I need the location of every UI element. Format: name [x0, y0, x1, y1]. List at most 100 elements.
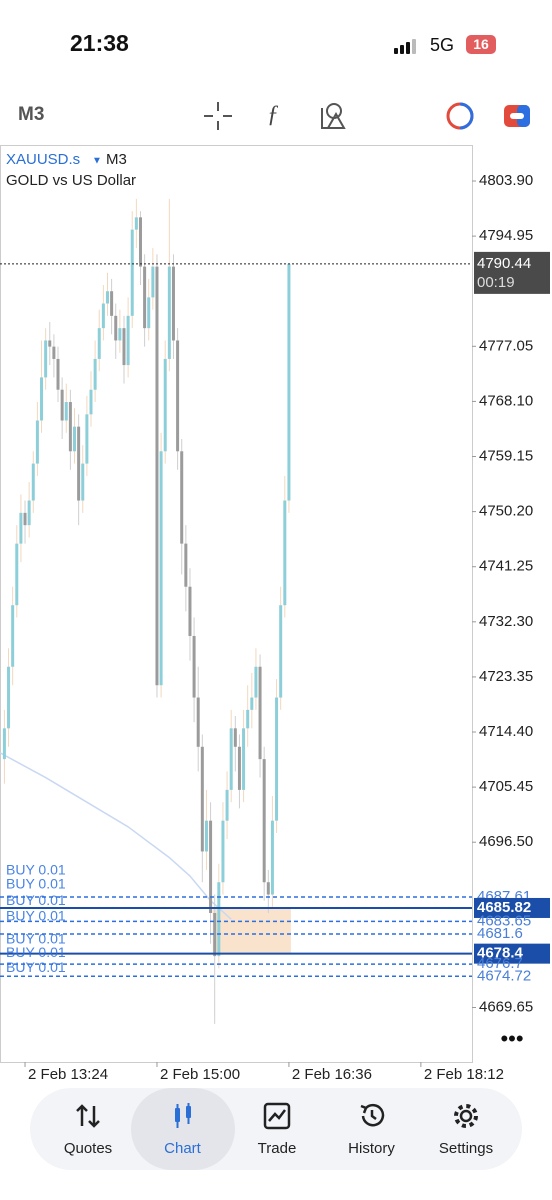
- nav-item[interactable]: Quotes: [40, 1088, 136, 1170]
- nav-label: Chart: [164, 1140, 201, 1157]
- trade-icon[interactable]: [446, 102, 474, 130]
- candle-body: [188, 586, 192, 636]
- symbol-dropdown[interactable]: ▼: [92, 156, 102, 167]
- candle-body: [68, 402, 72, 452]
- candle-body: [213, 913, 217, 957]
- order-icon[interactable]: [504, 105, 530, 127]
- nav-icon: [76, 1104, 100, 1128]
- candle-body: [180, 451, 184, 544]
- candle-body: [159, 451, 163, 686]
- candle-body: [258, 666, 262, 760]
- candle-body: [110, 291, 114, 316]
- bottom-nav: Quotes Chart Trade History Settings: [30, 1088, 522, 1170]
- candle-body: [147, 297, 151, 329]
- candle-body: [48, 340, 52, 347]
- candle-body: [155, 266, 159, 686]
- network: 5G: [430, 35, 455, 55]
- candle-body: [7, 666, 11, 729]
- indicators-icon[interactable]: ƒ: [267, 102, 279, 128]
- candle-body: [204, 820, 208, 852]
- current-price: 4790.44: [477, 255, 531, 272]
- candle-body: [2, 728, 6, 760]
- order-label: BUY 0.01: [6, 876, 66, 892]
- candle-body: [52, 346, 56, 359]
- order-label: BUY 0.01: [6, 862, 66, 878]
- order-price: 4685.82: [477, 899, 531, 916]
- candle-body: [225, 789, 229, 821]
- battery: 16: [466, 35, 496, 54]
- nav-item[interactable]: Settings: [418, 1088, 514, 1170]
- candle-body: [246, 709, 250, 729]
- y-tick-label: 4732.30: [479, 613, 533, 630]
- candle-body: [19, 512, 23, 544]
- candle-body: [81, 463, 85, 501]
- y-tick-label: 4803.90: [479, 172, 533, 189]
- order-price-tag: [474, 897, 550, 918]
- candle-body: [105, 291, 109, 304]
- toolbar-icons: ƒ: [204, 102, 530, 130]
- x-tick-label: 2 Feb 16:36: [292, 1066, 372, 1083]
- y-tick-label: 4696.50: [479, 833, 533, 850]
- nav-icon: [360, 1103, 384, 1127]
- candle-body: [118, 328, 122, 341]
- candle-body: [184, 543, 188, 587]
- y-tick-label: 4768.10: [479, 392, 533, 409]
- candle-body: [44, 340, 48, 378]
- nav-icon: [454, 1104, 478, 1128]
- candle-body: [221, 820, 225, 883]
- more-button: •••: [500, 1026, 523, 1051]
- position-zone: [212, 907, 291, 954]
- y-tick-label: 4714.40: [479, 723, 533, 740]
- nav-label: Settings: [438, 1140, 494, 1157]
- candle-body: [122, 328, 126, 366]
- candle-body: [97, 328, 101, 359]
- candle-body: [93, 358, 97, 390]
- candle-body: [23, 512, 27, 526]
- order-label: BUY 0.01: [6, 908, 66, 924]
- nav-label: History: [348, 1140, 395, 1157]
- candle-body: [126, 315, 130, 366]
- x-tick-label: 2 Feb 18:12: [424, 1066, 504, 1083]
- candle-body: [27, 500, 31, 526]
- y-tick-label: 4723.35: [479, 668, 533, 685]
- nav-item[interactable]: Trade: [229, 1088, 325, 1170]
- candle-body: [143, 266, 147, 329]
- candle-body: [138, 217, 142, 267]
- nav-icon: [174, 1103, 191, 1128]
- chart: XAUUSD.s ▼ M3 GOLD vs US Dollar 4803.90 4…: [0, 145, 550, 1083]
- candle-body: [89, 389, 93, 415]
- y-tick-label: 4741.25: [479, 558, 533, 575]
- y-tick-label: 4759.15: [479, 447, 533, 464]
- objects-icon[interactable]: [321, 103, 346, 129]
- candle-body: [114, 315, 118, 341]
- candle-body: [233, 728, 237, 747]
- y-tick-label: 4750.20: [479, 503, 533, 520]
- nav-item[interactable]: Chart: [130, 1088, 235, 1170]
- y-tick-label: 4669.65: [479, 998, 533, 1015]
- nav-icon: [263, 1102, 291, 1130]
- y-tick-label: 4794.95: [479, 227, 533, 244]
- moving-average: [0, 752, 232, 920]
- order-price-tag: [474, 943, 550, 964]
- candle-body: [40, 377, 44, 421]
- candle-body: [85, 414, 89, 464]
- candle-body: [209, 820, 213, 914]
- time: 21:38: [70, 30, 129, 56]
- candle-body: [11, 605, 15, 667]
- nav-item[interactable]: History: [324, 1088, 420, 1170]
- signal-icon: [394, 39, 416, 54]
- crosshair-icon[interactable]: [204, 102, 232, 130]
- candle-body: [64, 402, 68, 421]
- candle-body: [31, 463, 35, 501]
- candle-body: [283, 500, 287, 606]
- y-tick-label: 4777.05: [479, 337, 533, 354]
- order-label: BUY 0.01: [6, 944, 66, 960]
- timeframe-button[interactable]: M3: [18, 104, 45, 125]
- candle-body: [77, 426, 81, 501]
- price-tag: [474, 251, 550, 294]
- order-price: 4681.6: [477, 925, 523, 942]
- candle-body: [217, 882, 221, 957]
- symbol[interactable]: XAUUSD.s: [6, 151, 80, 168]
- candle-body: [151, 266, 155, 298]
